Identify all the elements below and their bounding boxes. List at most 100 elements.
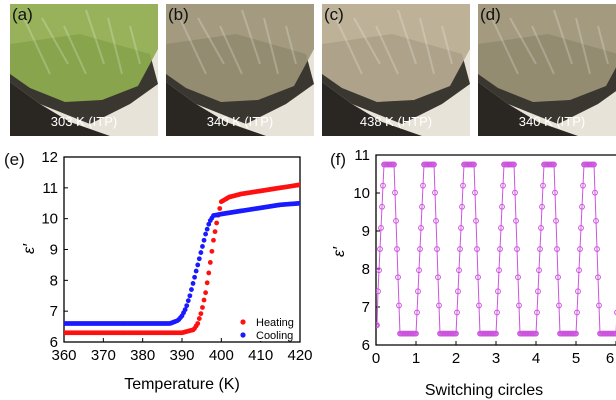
- crystal-streak: [85, 9, 105, 65]
- y-tick-label: 11: [42, 180, 58, 197]
- data-point: [394, 246, 400, 252]
- crystal-edge: [478, 82, 578, 136]
- data-point: [415, 288, 421, 295]
- data-point: [455, 288, 461, 295]
- data-point: [475, 274, 481, 281]
- legend-heating-marker: [240, 319, 246, 325]
- data-point: [201, 297, 207, 303]
- legend-heating-label: Heating: [256, 317, 294, 329]
- data-point: [200, 305, 205, 310]
- data-point: [511, 161, 517, 168]
- data-point: [192, 274, 197, 280]
- crystal-surface: [478, 4, 616, 102]
- data-point: [591, 161, 597, 168]
- micrograph-letter: (c): [324, 5, 344, 24]
- data-point: [553, 217, 559, 224]
- panel-e-letter: (e): [4, 150, 25, 169]
- crystal-streak: [353, 17, 381, 65]
- panel-e-legend: Heating Cooling: [229, 311, 297, 342]
- y-tick-label: 8: [50, 272, 58, 289]
- panel-f-series: [376, 161, 616, 337]
- micrograph-letter: (b): [168, 5, 189, 24]
- switching-line: [376, 164, 616, 335]
- data-point: [433, 217, 439, 224]
- micrograph-4: (d) 340 K (ITP): [478, 4, 616, 136]
- data-point: [453, 330, 459, 337]
- data-point: [195, 262, 201, 268]
- data-point: [431, 161, 437, 168]
- data-point: [458, 225, 464, 231]
- crystal-edge: [322, 82, 422, 136]
- panel-e-chart: (e) 360 370 380 390 400 410 420 6 7 8 9 10 11 12 Temp…: [4, 149, 313, 393]
- data-point: [577, 246, 583, 252]
- data-point: [495, 288, 501, 295]
- crystal-edge: [10, 82, 110, 136]
- y-tick-label: 8: [362, 261, 370, 278]
- data-point: [533, 330, 539, 337]
- data-point: [414, 309, 420, 316]
- crystal-surface: [10, 4, 158, 102]
- data-point: [516, 302, 522, 309]
- data-point: [454, 309, 460, 316]
- data-point: [203, 231, 209, 237]
- data-point: [198, 311, 204, 317]
- panel-f-xlabel: Switching circles: [425, 382, 543, 399]
- x-tick-label: 410: [248, 347, 273, 364]
- data-point: [196, 316, 202, 321]
- data-point: [182, 307, 188, 313]
- data-point: [436, 302, 442, 309]
- data-point: [297, 182, 300, 188]
- crystal-streak: [331, 9, 363, 75]
- data-point: [596, 302, 602, 309]
- crystal-streak: [597, 25, 609, 65]
- data-point: [472, 189, 478, 196]
- data-point: [594, 246, 600, 252]
- panel-e-xlabel: Temperature (K): [124, 376, 240, 393]
- data-point: [474, 246, 480, 252]
- series-heating: [64, 182, 300, 336]
- crystal-streak: [263, 17, 279, 75]
- x-tick-label: 5: [572, 350, 580, 367]
- data-point: [574, 309, 580, 316]
- data-point: [195, 321, 201, 326]
- data-point: [391, 161, 397, 168]
- data-point: [460, 182, 466, 189]
- micrograph-row: (a) 303 K (ITP) (b) 340 K (ITP) (c) 438 K (HT…: [10, 4, 616, 136]
- crystal-surface: [322, 4, 470, 102]
- data-point: [614, 309, 616, 316]
- data-point: [419, 203, 425, 210]
- micrograph-letter: (a): [12, 5, 33, 24]
- data-point: [499, 203, 505, 210]
- crystal-streak: [419, 17, 435, 75]
- crystal-streak: [575, 17, 591, 75]
- y-tick-label: 9: [50, 242, 58, 259]
- data-point: [513, 217, 519, 224]
- data-point: [416, 267, 422, 274]
- data-point: [378, 225, 384, 231]
- micrograph-3: (c) 438 K (HTP): [322, 4, 470, 136]
- data-point: [514, 246, 520, 252]
- data-point: [212, 229, 218, 235]
- crystal-streak: [487, 9, 519, 75]
- crystal-streak: [19, 9, 51, 75]
- panel-f-ylabel: ε′: [331, 246, 348, 257]
- x-tick-label: 370: [91, 347, 116, 364]
- data-point: [193, 268, 199, 274]
- data-point: [214, 220, 220, 226]
- panel-f-letter: (f): [330, 150, 346, 169]
- data-point: [552, 189, 558, 196]
- x-tick-label: 380: [130, 347, 155, 364]
- data-point: [512, 189, 518, 196]
- data-point: [396, 302, 402, 309]
- panel-e-points: [64, 182, 300, 336]
- data-point: [204, 280, 210, 286]
- data-point: [420, 182, 426, 189]
- crystal-streak: [441, 25, 453, 65]
- data-point: [496, 267, 502, 274]
- crystal-streak: [397, 9, 417, 65]
- data-point: [535, 288, 541, 295]
- data-point: [435, 274, 441, 281]
- data-point: [592, 189, 598, 196]
- x-tick-label: 360: [51, 347, 76, 364]
